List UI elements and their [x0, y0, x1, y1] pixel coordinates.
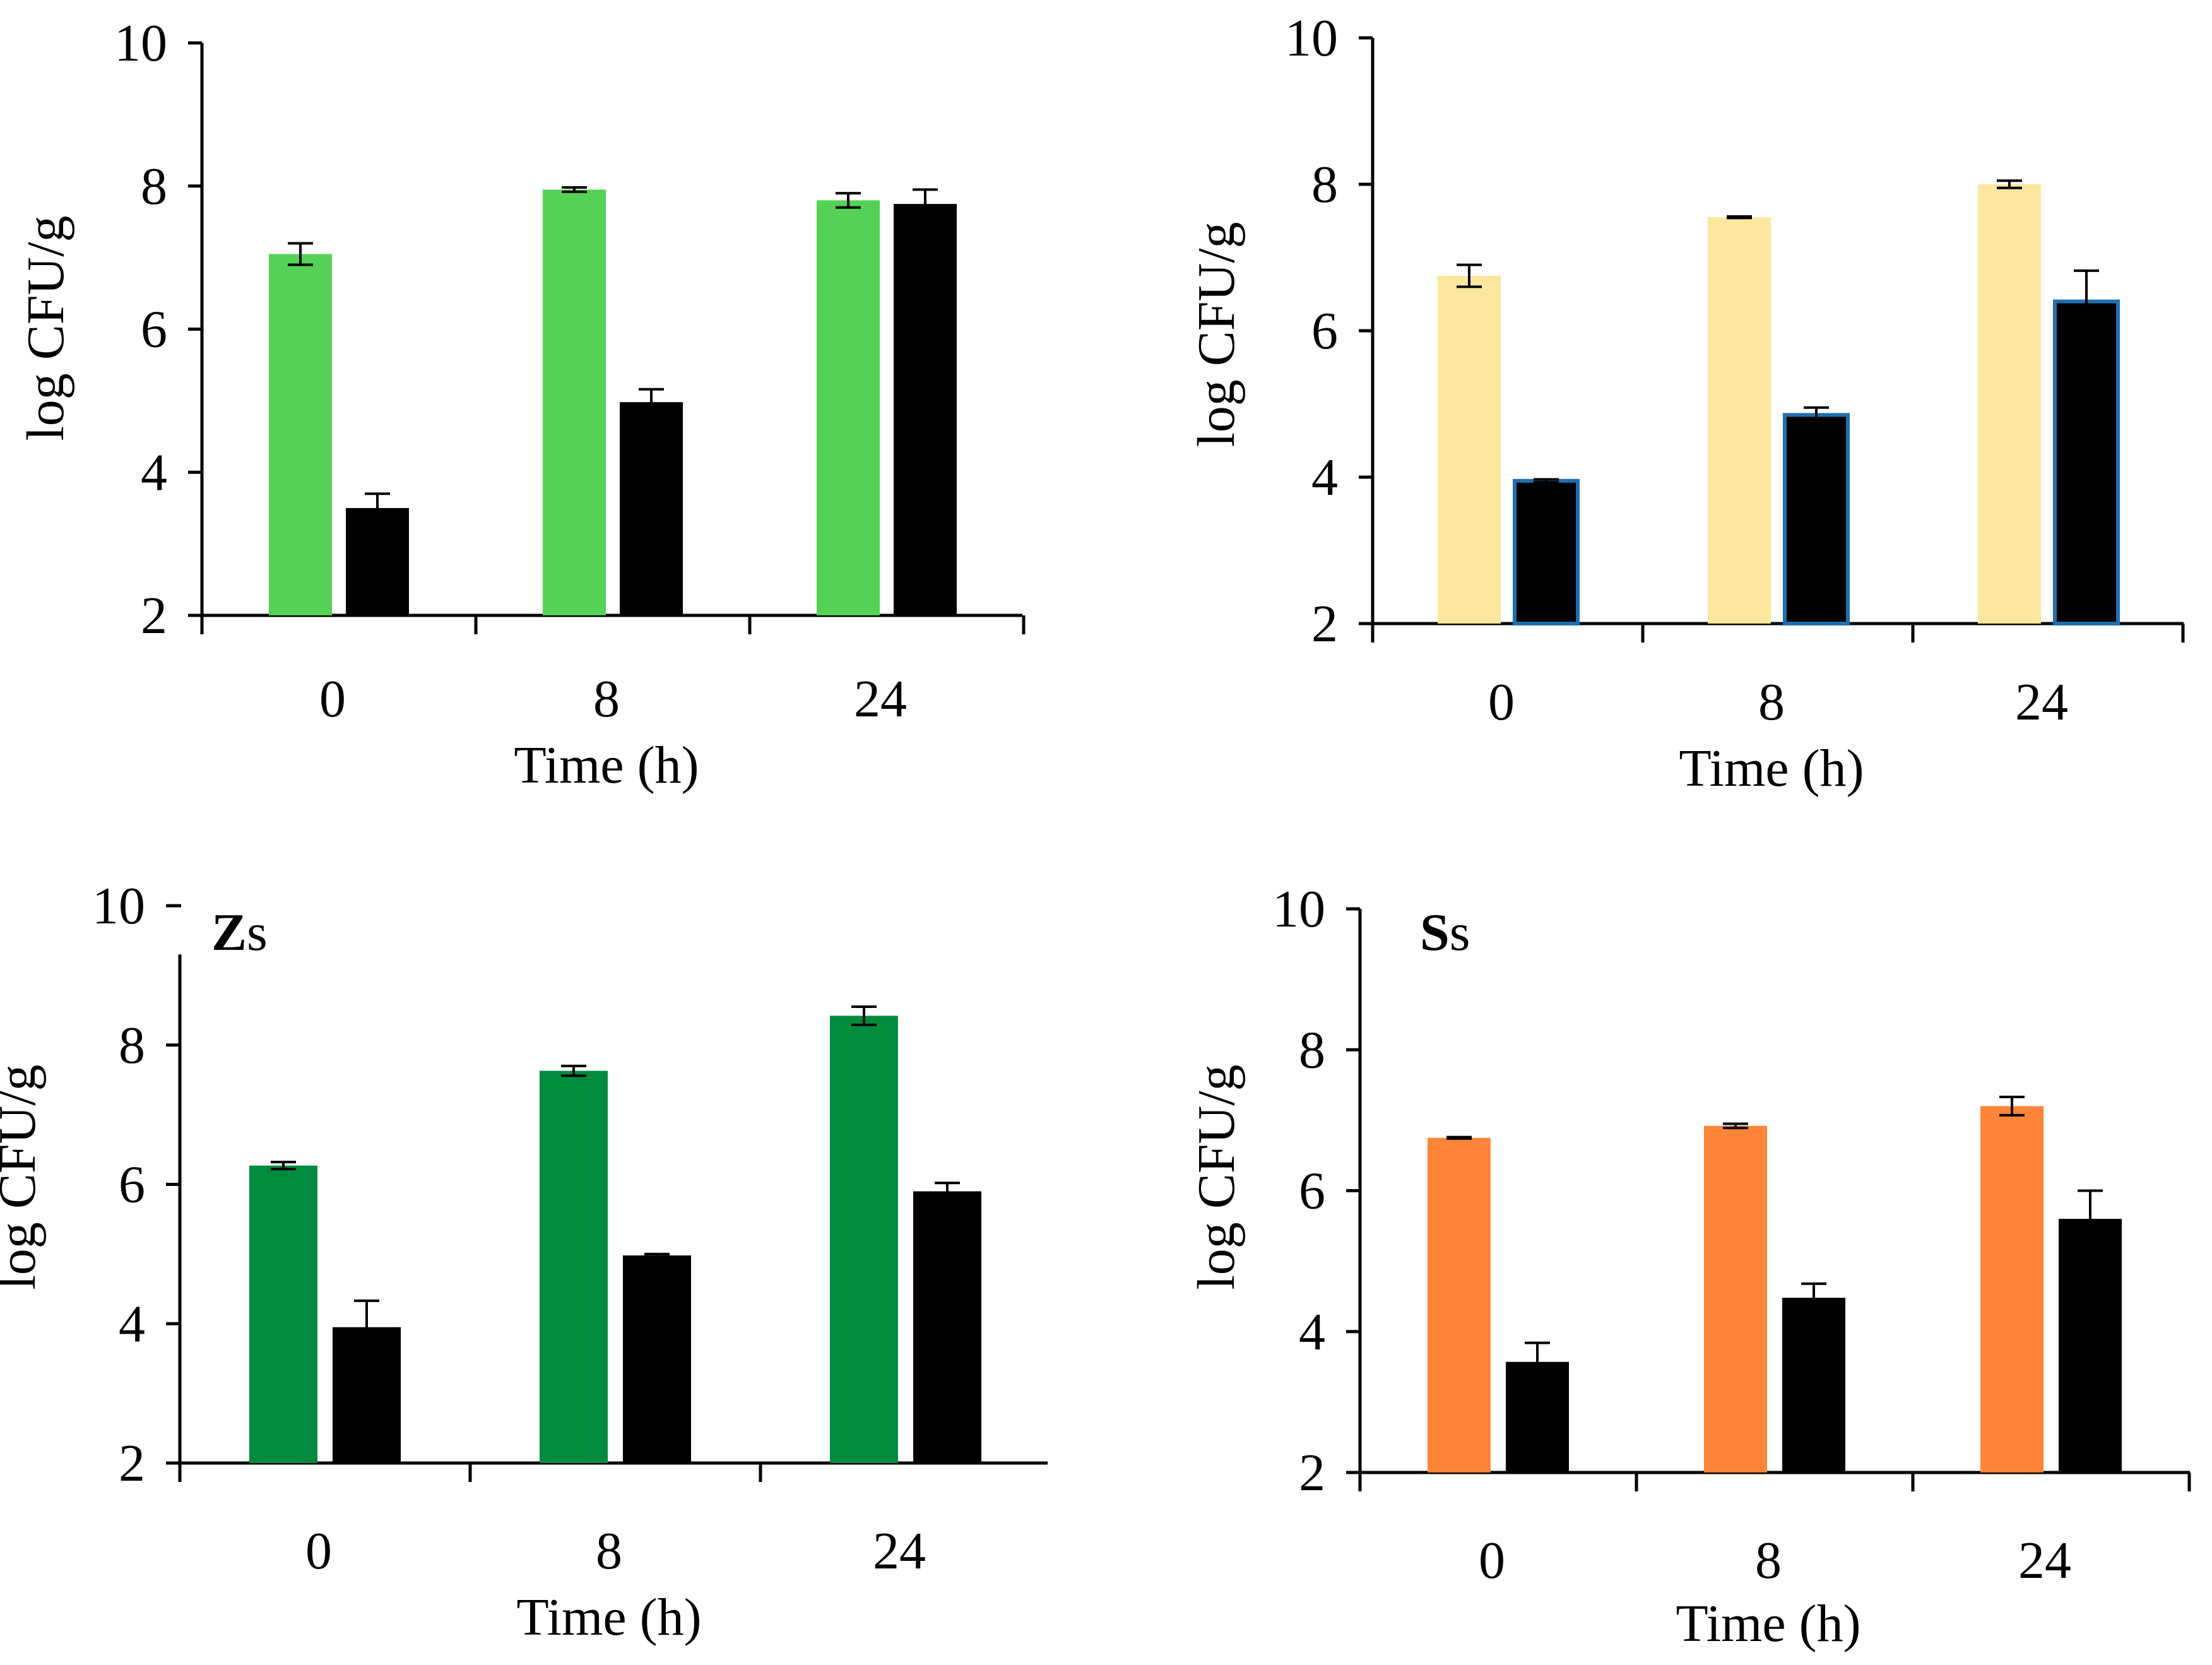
error-bar-control-24h	[836, 192, 861, 209]
bar-treated-8h	[1783, 413, 1850, 626]
bar-treated-24h	[2053, 299, 2120, 625]
error-bar-treated-24h	[935, 1182, 960, 1201]
y-tick-label: 10	[92, 877, 145, 935]
x-tick-label: 0	[1488, 673, 1515, 732]
y-tick-label: 4	[119, 1295, 145, 1353]
y-tick-label: 8	[1299, 1021, 1325, 1079]
y-axis-title: log CFU/g	[1187, 1064, 1246, 1289]
error-bar-control-8h	[1727, 215, 1752, 220]
x-tick-label: 8	[1755, 1531, 1782, 1590]
bar-control-0h	[1428, 1137, 1491, 1472]
bar-control-24h	[830, 1016, 898, 1463]
x-tick-label: 8	[596, 1522, 622, 1580]
bar-treated-24h	[913, 1191, 981, 1463]
error-bar-treated-24h	[2078, 1189, 2103, 1248]
error-bar-control-24h	[851, 1005, 877, 1026]
error-bar-treated-8h	[639, 388, 664, 417]
bar-treated-24h	[894, 204, 957, 615]
panel-label-main: Z	[211, 903, 247, 962]
error-bar-treated-24h	[913, 188, 938, 220]
error-bar-control-8h	[1723, 1122, 1748, 1130]
bar-treated-8h	[1782, 1298, 1845, 1472]
error-bar-treated-8h	[1801, 1282, 1826, 1313]
x-tick-label: 24	[2015, 673, 2068, 732]
x-tick-label: 8	[1758, 673, 1785, 732]
error-bar-control-24h	[1999, 1096, 2025, 1117]
x-tick-label: 8	[593, 670, 620, 728]
y-tick-label: 10	[1272, 880, 1325, 939]
panel-label: Ss	[1420, 903, 1470, 962]
bar-treated-24h	[2059, 1219, 2122, 1472]
y-tick-label: 2	[1299, 1443, 1325, 1502]
y-axis-title: log CFU/g	[1187, 222, 1246, 447]
x-tick-label: 24	[854, 670, 907, 728]
error-bar-control-0h	[1457, 263, 1482, 288]
bar-control-8h	[543, 189, 606, 615]
x-axis-title: Time (h)	[514, 736, 699, 795]
bar-control-24h	[817, 200, 880, 615]
x-tick-label: 0	[1479, 1531, 1505, 1590]
y-tick-label: 4	[1311, 448, 1338, 507]
y-tick-label: 10	[1285, 9, 1338, 68]
error-bar-control-8h	[562, 186, 587, 193]
y-axis-title: log CFU/g	[16, 215, 75, 441]
y-tick-label: 8	[119, 1016, 145, 1075]
error-bar-treated-0h	[354, 1299, 379, 1355]
y-tick-label: 8	[1311, 155, 1338, 214]
error-bar-control-0h	[271, 1161, 296, 1171]
bar-control-0h	[249, 1165, 317, 1463]
x-tick-label: 24	[2018, 1531, 2071, 1590]
panel-label-suffix: s	[247, 903, 268, 962]
y-tick-label: 6	[1299, 1162, 1325, 1221]
panel-label-main: S	[1420, 903, 1450, 962]
error-bar-treated-8h	[644, 1252, 670, 1259]
x-axis-title: Time (h)	[516, 1588, 701, 1647]
error-bar-control-0h	[1446, 1135, 1472, 1140]
y-axis-title: log CFU/g	[0, 1064, 47, 1289]
bar-treated-0h	[1513, 478, 1580, 625]
error-bar-treated-0h	[1525, 1341, 1550, 1382]
y-tick-label: 6	[119, 1156, 145, 1214]
bar-control-0h	[1438, 276, 1501, 624]
x-axis-title: Time (h)	[1676, 1594, 1860, 1653]
error-bar-treated-0h	[365, 492, 390, 524]
y-tick-label: 10	[114, 14, 167, 73]
x-tick-label: 0	[319, 670, 346, 728]
error-bar-treated-0h	[1534, 478, 1559, 484]
bar-control-8h	[1708, 217, 1771, 624]
bar-treated-0h	[346, 507, 409, 615]
bar-control-8h	[1704, 1125, 1767, 1472]
error-bar-treated-24h	[2074, 269, 2099, 334]
bar-treated-8h	[623, 1255, 691, 1463]
y-tick-label: 2	[119, 1434, 145, 1493]
x-axis-title: Time (h)	[1679, 739, 1864, 798]
panel-label: Zs	[211, 903, 268, 962]
error-bar-control-0h	[288, 242, 313, 266]
y-tick-label: 4	[141, 443, 167, 502]
bar-control-24h	[1978, 184, 2041, 624]
y-tick-label: 6	[1311, 302, 1338, 360]
y-tick-label: 6	[141, 300, 167, 359]
y-tick-label: 8	[141, 157, 167, 216]
x-tick-label: 24	[873, 1522, 926, 1580]
panel-label-suffix: s	[1450, 903, 1470, 962]
x-tick-label: 0	[305, 1522, 332, 1580]
error-bar-control-8h	[561, 1064, 586, 1077]
y-tick-label: 2	[141, 586, 167, 645]
y-tick-label: 2	[1311, 595, 1338, 653]
bar-control-0h	[269, 254, 332, 615]
bar-control-24h	[1980, 1106, 2043, 1472]
y-tick-label: 4	[1299, 1303, 1325, 1361]
error-bar-treated-8h	[1804, 406, 1829, 424]
bar-treated-8h	[620, 402, 683, 615]
bar-control-8h	[540, 1070, 608, 1463]
error-bar-control-24h	[1997, 179, 2022, 189]
